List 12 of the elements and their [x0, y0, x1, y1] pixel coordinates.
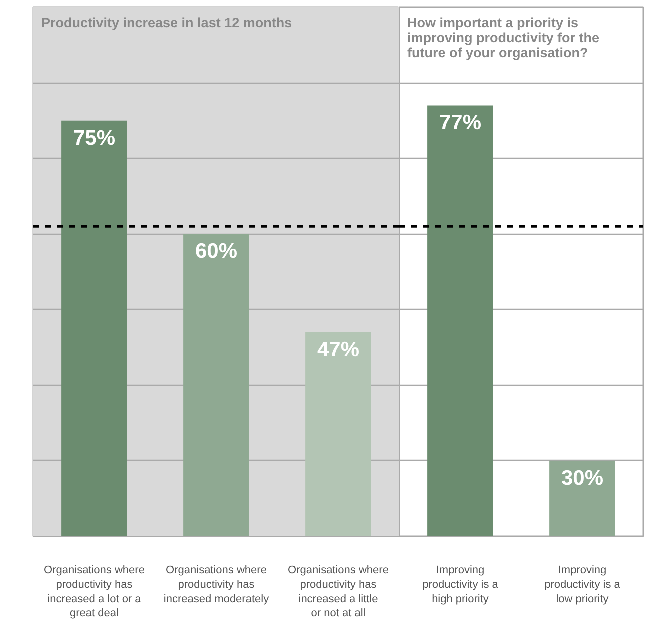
text: How important a priority is improving productivity for the future of your organisation? [408, 16, 600, 60]
x-tick-label: Organisations where productivity has increased moderately [164, 564, 270, 606]
text: Productivity increase in last 12 months [42, 16, 292, 30]
x-tick-label: Improving productivity is a low priority [544, 564, 622, 606]
data-label: 77% [439, 112, 482, 135]
data-label: 60% [195, 240, 238, 264]
data-label: 47% [317, 338, 360, 362]
x-tick-label: Organisations where productivity has increased a little or not at all [288, 564, 389, 620]
x-tick-label: Improving productivity is a high priority [422, 564, 500, 606]
data-label: 75% [73, 126, 116, 150]
data-label: 30% [561, 466, 604, 490]
x-tick-label: Organisations where productivity has increased a lot or a great deal [44, 564, 145, 620]
